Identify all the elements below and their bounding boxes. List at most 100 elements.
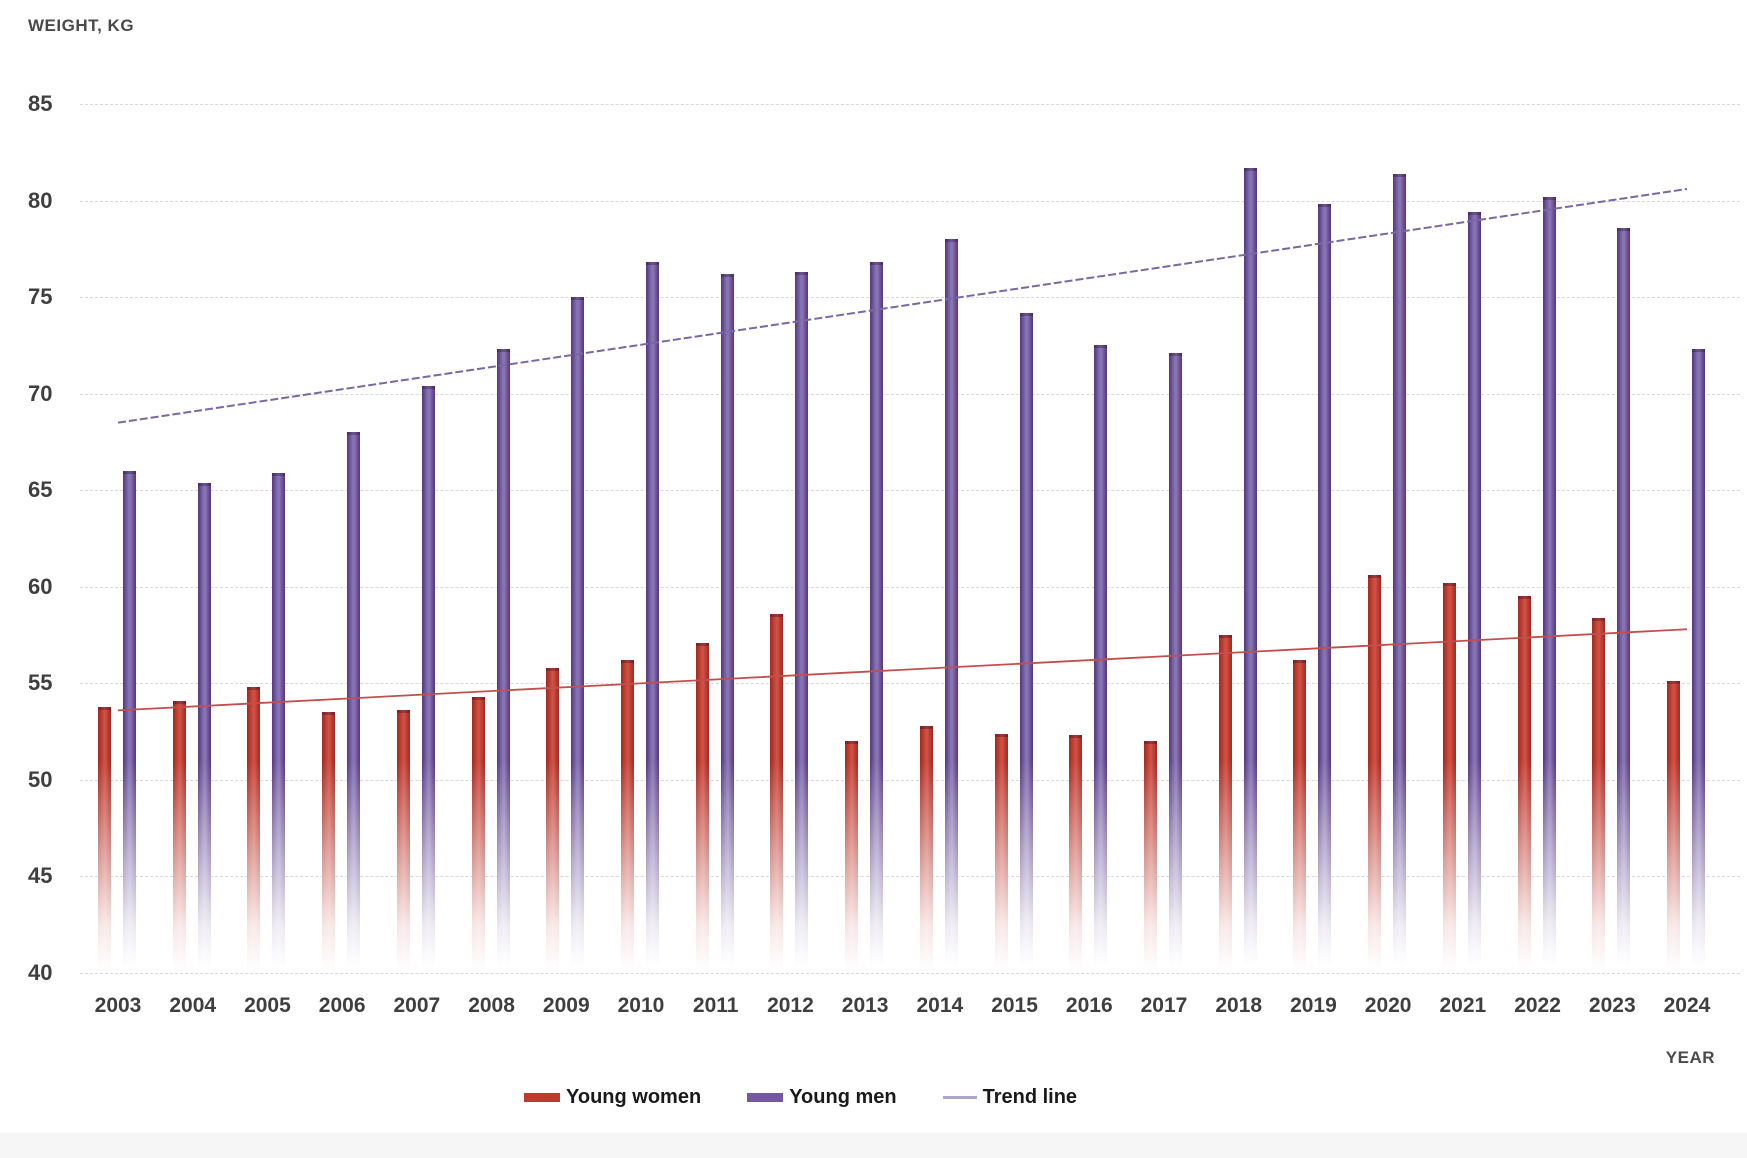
trend-line-swatch-icon [942,1096,977,1099]
legend: Young women Young men Trend line [524,1086,1077,1109]
x-tick-label-2019: 2019 [1290,994,1337,1017]
x-tick-label-2004: 2004 [169,994,217,1017]
bar-young-women-2014 [919,725,933,973]
y-tick-label-75: 75 [28,284,53,310]
x-tick-label-2021: 2021 [1439,994,1487,1017]
x-axis-title: YEAR [1665,1048,1715,1067]
x-tick-label-2017: 2017 [1140,994,1188,1017]
trend-lines-layer [117,187,1688,712]
trend-line-young-men [117,187,1688,424]
legend-label: Young men [789,1086,897,1108]
bar-young-women-2017 [1143,741,1157,973]
bar-young-men-2011 [720,273,734,973]
bar-young-women-2019 [1293,660,1307,973]
gridline-55 [80,683,1740,685]
legend-label: Young women [566,1086,702,1108]
bar-young-men-2018 [1243,167,1257,973]
y-tick-label-65: 65 [28,477,53,503]
bar-young-women-2022 [1517,596,1531,973]
bar-young-men-2005 [272,472,286,973]
legend-item-young-men: Young men [747,1086,897,1109]
bar-young-men-2014 [944,239,958,973]
y-tick-label-70: 70 [28,380,53,406]
y-tick-label-40: 40 [28,960,53,985]
x-tick-label-2022: 2022 [1514,994,1561,1017]
x-tick-label-2012: 2012 [767,994,814,1017]
bar-young-women-2023 [1592,617,1606,973]
y-tick-label-50: 50 [28,766,53,792]
bar-young-men-2004 [197,482,211,973]
y-tick-label-80: 80 [28,187,53,213]
x-tick-label-2008: 2008 [468,994,515,1017]
y-tick-label-85: 85 [28,91,53,116]
x-tick-label-2018: 2018 [1215,994,1263,1017]
gridline-70 [80,393,1740,395]
plot-area: 85 80 75 70 65 60 55 50 45 40 2003 2004 2005 2006 2007… [28,91,1740,1017]
bar-young-women-2009 [546,667,560,973]
bar-young-women-2005 [247,687,261,973]
y-tick-label-45: 45 [28,863,53,889]
bar-young-women-2016 [1069,735,1083,973]
bar-young-men-2012 [795,272,809,973]
bar-young-men-2015 [1019,312,1033,973]
bar-young-men-2010 [645,262,659,973]
bottom-strip [0,1133,1747,1158]
x-tick-label-2005: 2005 [244,994,291,1017]
gridline-80 [80,200,1740,202]
trend-line-young-women [117,628,1688,712]
bar-young-women-2008 [471,696,485,973]
bar-young-men-2013 [870,262,884,973]
bar-young-women-2012 [770,613,784,973]
gridline-50 [80,779,1740,781]
bar-young-men-2006 [347,432,361,973]
x-tick-label-2014: 2014 [916,994,964,1017]
bar-young-women-2020 [1368,575,1382,973]
legend-label: Trend line [982,1086,1078,1108]
bar-young-women-2024 [1666,681,1680,973]
x-tick-label-2011: 2011 [692,994,739,1017]
bar-young-men-2003 [123,470,136,973]
gridline-60 [80,586,1740,588]
y-tick-label-55: 55 [28,670,53,696]
bar-young-women-2018 [1218,635,1232,973]
x-tick-label-2015: 2015 [991,994,1038,1017]
bar-young-men-2021 [1467,212,1481,973]
gridline-75 [80,297,1740,299]
bar-young-women-2021 [1442,582,1456,973]
x-tick-label-2016: 2016 [1065,994,1113,1017]
legend-item-trend-line: Trend line [942,1086,1078,1109]
bar-young-men-2017 [1168,353,1182,973]
bar-young-women-2004 [172,700,186,973]
bar-young-men-2008 [496,349,510,973]
x-tick-label-2020: 2020 [1364,994,1412,1017]
bar-young-men-2024 [1691,349,1705,973]
bar-young-men-2007 [421,385,435,973]
bar-young-women-2015 [994,733,1008,973]
bar-young-women-2013 [845,741,859,973]
legend-item-young-women: Young women [524,1086,701,1109]
y-tick-label-60: 60 [28,573,53,599]
bar-young-men-2022 [1542,196,1556,973]
x-tick-label-2006: 2006 [318,994,366,1017]
x-tick-label-2013: 2013 [841,994,889,1017]
bar-young-women-2006 [322,712,336,973]
x-tick-label-2009: 2009 [542,994,590,1017]
x-tick-label-2003: 2003 [94,994,142,1017]
bar-young-men-2023 [1617,227,1631,973]
gridline-45 [80,876,1740,878]
bar-young-women-2010 [620,660,634,973]
bar-young-men-2020 [1393,173,1407,973]
gridline-65 [80,490,1740,492]
bar-young-women-2003 [98,706,111,973]
bar-young-women-2011 [695,642,709,973]
gridline-40 [80,973,1740,974]
bar-young-men-2019 [1318,204,1332,973]
gridline-85 [80,104,1740,105]
bar-young-men-2009 [571,297,585,973]
y-axis-title: WEIGHT, KG [28,16,135,35]
bar-young-women-2007 [396,710,410,973]
young-men-swatch-icon [747,1093,784,1102]
x-tick-label-2023: 2023 [1588,994,1636,1017]
young-women-swatch-icon [524,1093,560,1102]
